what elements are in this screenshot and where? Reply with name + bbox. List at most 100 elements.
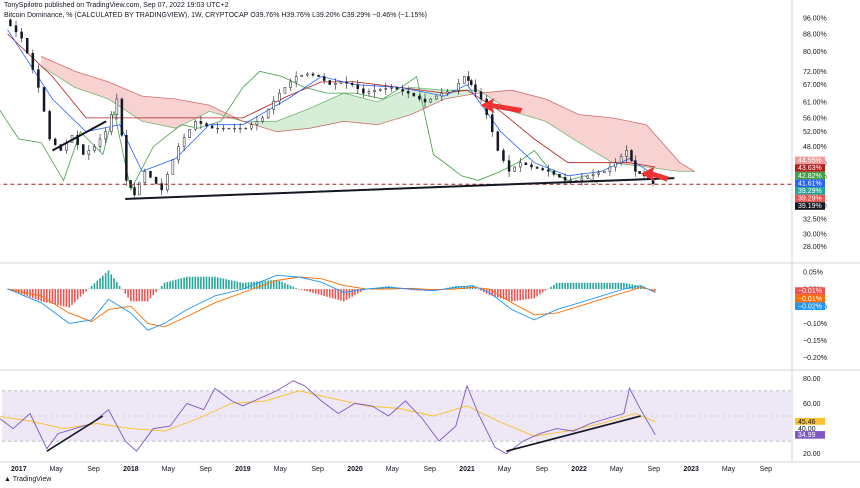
macd-histogram-bar <box>463 285 466 290</box>
publisher-line: TonySpilotro published on TradingView.co… <box>4 2 229 9</box>
time-tick-label: 2022 <box>571 466 587 473</box>
cloud-segment <box>74 71 109 100</box>
macd-histogram-bar <box>623 282 625 290</box>
candle-body <box>250 124 253 129</box>
macd-histogram-bar <box>345 289 348 300</box>
macd-histogram-bar <box>116 282 118 290</box>
cloud-segment <box>612 117 647 167</box>
candle-body <box>547 169 550 172</box>
rsi-ma-line <box>0 390 656 437</box>
candle-body <box>188 129 191 138</box>
macd-histogram-bar <box>57 289 59 306</box>
price-pane[interactable]: 96.00% 88.00% 80.00% 72.00% 67.00% 61.00% 56.0… <box>0 0 860 462</box>
candle-body <box>530 164 533 168</box>
macd-histogram-bar <box>497 289 499 298</box>
macd-histogram-bar <box>113 278 115 290</box>
macd-histogram-bar <box>525 289 527 300</box>
macd-histogram-bar <box>46 289 48 303</box>
macd-histogram-bar <box>211 276 213 290</box>
macd-histogram-bar <box>533 289 536 299</box>
macd-histogram-bar <box>328 289 331 298</box>
price-tag-bg <box>795 194 825 203</box>
macd-histogram-bar <box>323 289 325 296</box>
macd-tick-label: −0.10% <box>803 321 827 328</box>
macd-histogram-bar <box>292 286 295 290</box>
candle-body <box>294 76 298 83</box>
macd-histogram-bar <box>253 281 255 290</box>
price-tag-label: 39.19% <box>798 203 822 210</box>
rsi-value-tag: 34.99 <box>795 431 825 439</box>
cloud-segment <box>545 99 580 143</box>
price-tag: 39.29% <box>795 194 825 203</box>
price-tick-label: 28.00% <box>803 244 827 251</box>
candle-body <box>154 177 158 184</box>
rsi-tick-label: 80.00 <box>803 376 821 383</box>
macd-pane[interactable]: 0.05%0.00%−0.05%−0.10%−0.15%−0.20%−0.01%… <box>6 269 827 362</box>
candle-body <box>289 81 292 88</box>
macd-histogram-bar <box>99 278 101 290</box>
candle-body <box>283 87 287 94</box>
conversion-line <box>7 29 656 177</box>
macd-histogram-bar <box>312 289 314 293</box>
candle-body <box>490 114 494 132</box>
macd-histogram-bar <box>48 289 51 304</box>
rsi-tick-label: 20.00 <box>803 451 821 458</box>
macd-histogram-bar <box>43 289 45 303</box>
macd-histogram-bar <box>88 288 90 290</box>
macd-histogram-bar <box>286 284 289 290</box>
candle-body <box>619 156 623 163</box>
macd-histogram-bar <box>74 289 76 303</box>
candle-body <box>638 171 641 174</box>
time-tick-label: May <box>50 466 64 473</box>
candle-body <box>603 171 606 174</box>
rsi-tag-label: 34.99 <box>798 432 816 439</box>
macd-histogram-bar <box>284 283 286 290</box>
macd-histogram-bar <box>558 282 561 290</box>
macd-histogram-bar <box>60 289 62 306</box>
macd-histogram-bar <box>135 289 138 302</box>
time-tick-label: 2021 <box>459 466 475 473</box>
macd-histogram-bar <box>527 289 530 300</box>
macd-histogram-bar <box>404 289 407 290</box>
macd-histogram-bar <box>256 281 258 290</box>
macd-histogram-bar <box>34 289 37 300</box>
time-tick-label: 2018 <box>123 466 139 473</box>
macd-histogram-bar <box>342 289 345 302</box>
macd-histogram-bar <box>583 282 586 290</box>
candle-body <box>255 121 259 125</box>
candle-body <box>373 89 376 92</box>
macd-histogram-bar <box>320 289 323 296</box>
candle-body <box>110 114 113 132</box>
macd-histogram-bar <box>603 282 606 290</box>
macd-histogram-bar <box>625 283 628 290</box>
candle-body <box>76 135 79 145</box>
macd-histogram-bar <box>104 273 107 290</box>
candle-body <box>278 92 281 102</box>
macd-histogram-bar <box>214 276 216 290</box>
candle-body <box>133 187 136 196</box>
price-tag: 39.19% <box>795 202 825 210</box>
macd-histogram-bar <box>107 270 110 290</box>
macd-histogram-bar <box>228 279 230 290</box>
candle-body <box>222 127 225 130</box>
macd-histogram-bar <box>149 289 152 299</box>
macd-histogram-bar <box>578 282 580 290</box>
candle-body <box>625 150 628 157</box>
time-axis: 2017 May Sep 2018 May Sep 2019 May Sep 2020 May Sep… <box>0 461 860 473</box>
macd-histogram-bar <box>541 289 544 293</box>
time-tick-label: May <box>386 466 400 473</box>
macd-histogram-bar <box>275 279 278 290</box>
time-tick-label: May <box>722 466 736 473</box>
macd-histogram-bar <box>258 281 261 290</box>
candle-body <box>143 171 147 184</box>
candle-body <box>244 127 247 130</box>
rsi-tag-bg <box>795 424 825 433</box>
tv-logo-icon: ▲ <box>4 476 11 483</box>
price-tag-label: 41.61% <box>798 180 822 187</box>
time-tick-label: 2017 <box>11 466 27 473</box>
macd-histogram-bar <box>295 287 297 290</box>
macd-histogram-bar <box>536 289 538 297</box>
macd-histogram-bar <box>278 280 281 290</box>
